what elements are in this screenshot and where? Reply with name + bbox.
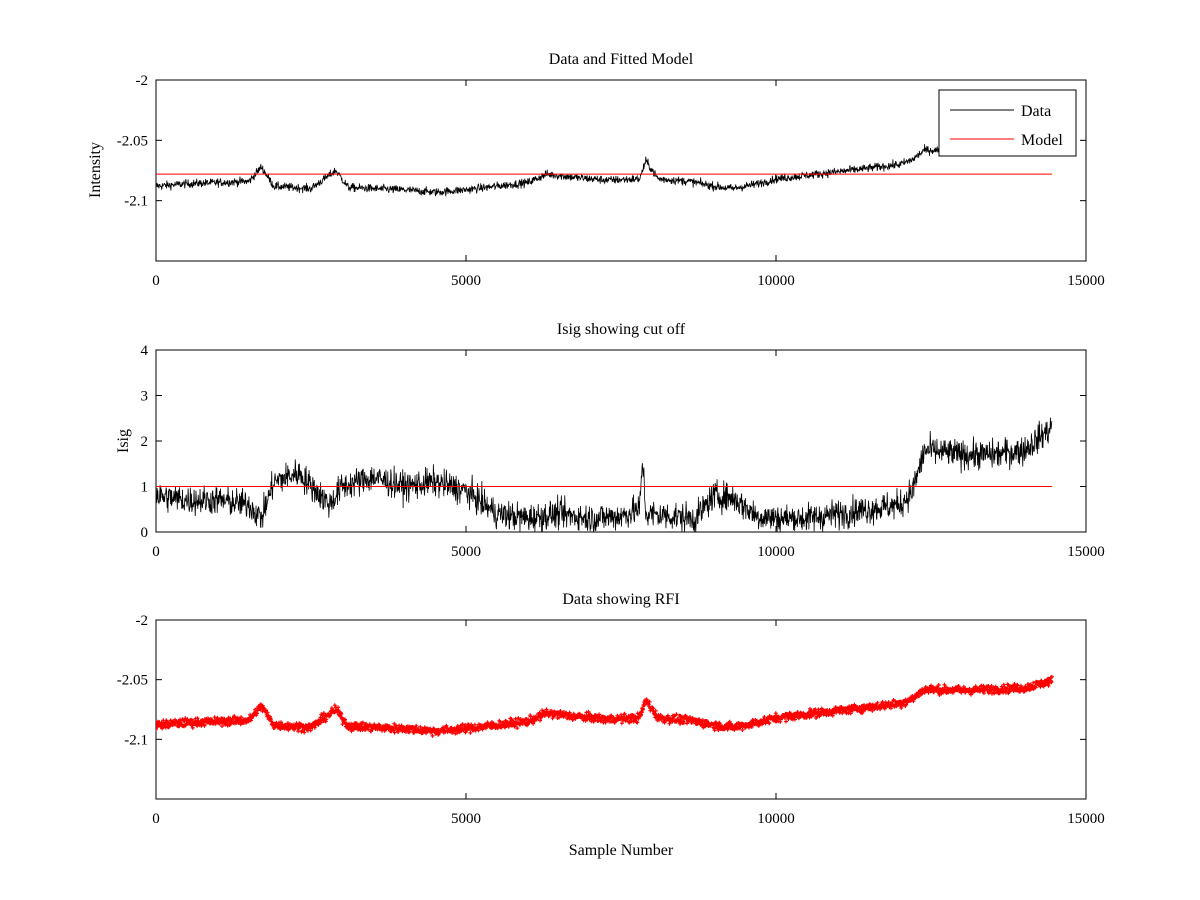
legend: Data Model: [938, 89, 1077, 157]
subplot-data-and-fitted-model: Data and Fitted Model Intensity 0 5000 100…: [87, 51, 1105, 289]
plot-area: [155, 349, 1087, 533]
x-tick-label: 0: [152, 544, 160, 560]
ticks: 0 5000 10000 15000 -2 -2.05 -2.1: [117, 73, 1105, 289]
x-axis-label: Sample Number: [569, 842, 674, 859]
series-group: [156, 137, 1053, 197]
subplot-isig-showing-cut-off: Isig showing cut off Isig 0 5000 10000 1500…: [115, 321, 1105, 560]
series-line-data: [156, 137, 1053, 197]
x-tick-label: 5000: [451, 544, 481, 560]
plot-area: [155, 619, 1087, 800]
x-tick-label: 10000: [757, 811, 795, 827]
chart-title: Isig showing cut off: [557, 321, 686, 338]
y-tick-label: 3: [141, 389, 149, 405]
y-tick-label: -2: [136, 73, 149, 89]
x-tick-label: 0: [152, 273, 160, 289]
legend-label-model: Model: [1021, 132, 1063, 149]
y-tick-label: 0: [141, 525, 149, 541]
y-tick-label: -2: [136, 613, 149, 629]
series-group: [156, 674, 1054, 738]
y-tick-label: -2.1: [124, 194, 148, 210]
y-tick-label: 1: [141, 480, 149, 496]
legend-label-data: Data: [1021, 103, 1051, 120]
x-tick-label: 0: [152, 811, 160, 827]
x-tick-label: 5000: [451, 273, 481, 289]
x-tick-label: 10000: [757, 273, 795, 289]
plot-area: [155, 79, 1087, 262]
x-tick-label: 5000: [451, 811, 481, 827]
ticks: 0 5000 10000 15000 -2 -2.05 -2.1: [117, 613, 1105, 827]
y-tick-label: 4: [141, 343, 149, 359]
x-tick-label: 10000: [757, 544, 795, 560]
y-tick-label: 2: [141, 434, 149, 450]
y-tick-label: -2.05: [117, 673, 148, 689]
y-tick-label: -2.1: [124, 732, 148, 748]
x-tick-label: 15000: [1067, 811, 1105, 827]
series-group: [156, 417, 1053, 532]
y-axis-label: Intensity: [87, 142, 104, 198]
x-tick-label: 15000: [1067, 544, 1105, 560]
subplot-data-showing-rfi: Data showing RFI Sample Number 0 5000 1000…: [117, 591, 1105, 859]
ticks: 0 5000 10000 15000 0 1 2 3 4: [141, 343, 1105, 560]
series-markers-data: [156, 674, 1054, 738]
legend-box: [938, 89, 1077, 157]
chart-title: Data showing RFI: [562, 591, 679, 608]
y-tick-label: -2.05: [117, 133, 148, 149]
x-tick-label: 15000: [1067, 273, 1105, 289]
chart-title: Data and Fitted Model: [549, 51, 694, 68]
y-axis-label: Isig: [115, 429, 132, 453]
